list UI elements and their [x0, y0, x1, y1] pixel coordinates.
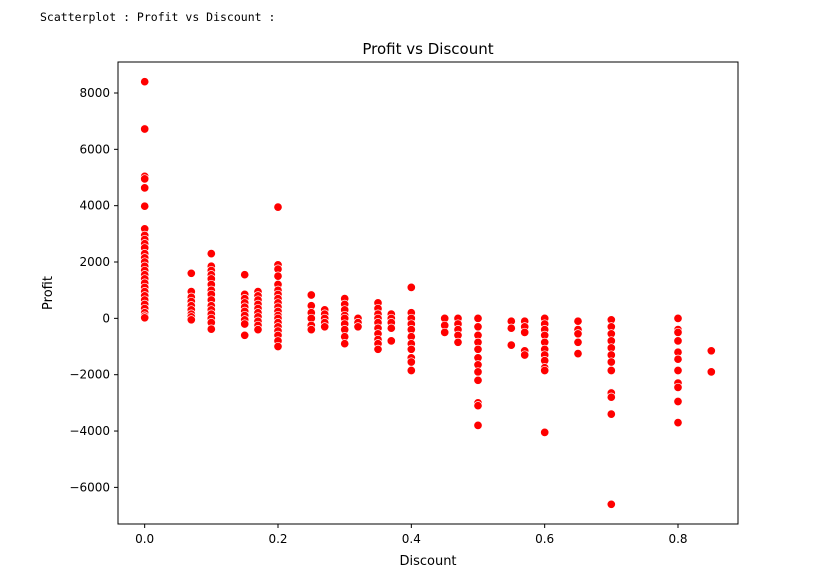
data-point [273, 341, 283, 352]
data-point [406, 344, 416, 354]
data-point [473, 420, 483, 430]
data-point [140, 201, 150, 211]
data-point [240, 270, 250, 280]
data-point [473, 375, 483, 385]
data-point [273, 271, 283, 281]
data-point [140, 174, 150, 184]
y-tick-label: 0 [102, 311, 110, 325]
data-point [306, 290, 316, 300]
data-point [673, 365, 683, 376]
data-point [673, 327, 683, 337]
data-point [206, 249, 216, 259]
data-point [520, 350, 530, 360]
data-point [573, 329, 583, 339]
data-point [673, 418, 683, 428]
data-point [606, 499, 616, 509]
data-point [306, 325, 316, 335]
x-axis-label: Discount [399, 554, 456, 569]
data-point [473, 322, 483, 332]
data-point [406, 365, 416, 376]
data-point [540, 365, 550, 376]
output-caption: Scatterplot : Profit vs Discount : [40, 10, 276, 24]
y-tick-label: 6000 [79, 142, 110, 156]
y-axis-ticks: −6000 −4000 −2000 0 2000 4000 6000 8000 [69, 86, 118, 494]
data-point [240, 330, 250, 340]
data-point [606, 357, 616, 367]
data-point [240, 319, 250, 329]
x-tick-label: 0.2 [268, 532, 287, 546]
data-point [540, 427, 550, 437]
data-point [673, 313, 683, 323]
x-tick-label: 0.8 [668, 532, 687, 546]
data-point [473, 367, 483, 377]
data-point [606, 409, 616, 419]
data-point [406, 357, 416, 367]
data-point [520, 327, 530, 337]
data-point [140, 124, 150, 134]
data-point [673, 396, 683, 407]
y-tick-label: −4000 [69, 424, 110, 438]
data-point [320, 322, 330, 332]
data-point [353, 322, 363, 332]
data-point [573, 349, 583, 359]
plot-points [140, 77, 716, 509]
data-point [706, 346, 716, 356]
data-point [573, 316, 583, 326]
data-point [453, 337, 463, 347]
data-point [573, 337, 583, 347]
data-point [186, 315, 196, 325]
x-tick-label: 0.4 [402, 532, 421, 546]
x-axis-ticks: 0.0 0.2 0.4 0.6 0.8 [135, 524, 688, 546]
data-point [386, 336, 396, 346]
data-point [673, 382, 683, 392]
data-point [473, 344, 483, 354]
data-point [140, 183, 150, 193]
plot-frame [117, 61, 739, 525]
data-point [186, 268, 196, 278]
y-tick-label: 8000 [79, 86, 110, 100]
data-point [373, 344, 383, 354]
data-point [386, 323, 396, 333]
data-point [673, 354, 683, 364]
data-point [406, 282, 416, 292]
data-point [673, 336, 683, 346]
x-tick-label: 0.6 [535, 532, 554, 546]
data-point [606, 365, 616, 376]
y-tick-label: −6000 [69, 480, 110, 494]
y-tick-label: −2000 [69, 368, 110, 382]
data-point [253, 325, 263, 335]
data-point [140, 313, 150, 323]
y-axis-label: Profit [41, 276, 56, 310]
data-point [340, 339, 350, 349]
data-point [140, 77, 150, 87]
data-point [206, 324, 216, 334]
chart-title: Profit vs Discount [362, 40, 493, 58]
y-tick-label: 2000 [79, 255, 110, 269]
data-point [440, 327, 450, 337]
data-point [506, 323, 516, 333]
data-point [473, 313, 483, 323]
x-tick-label: 0.0 [135, 532, 154, 546]
data-point [506, 340, 516, 350]
data-point [606, 392, 616, 402]
data-point [273, 202, 283, 212]
data-point [706, 367, 716, 377]
y-tick-label: 4000 [79, 199, 110, 213]
data-point [473, 401, 483, 411]
